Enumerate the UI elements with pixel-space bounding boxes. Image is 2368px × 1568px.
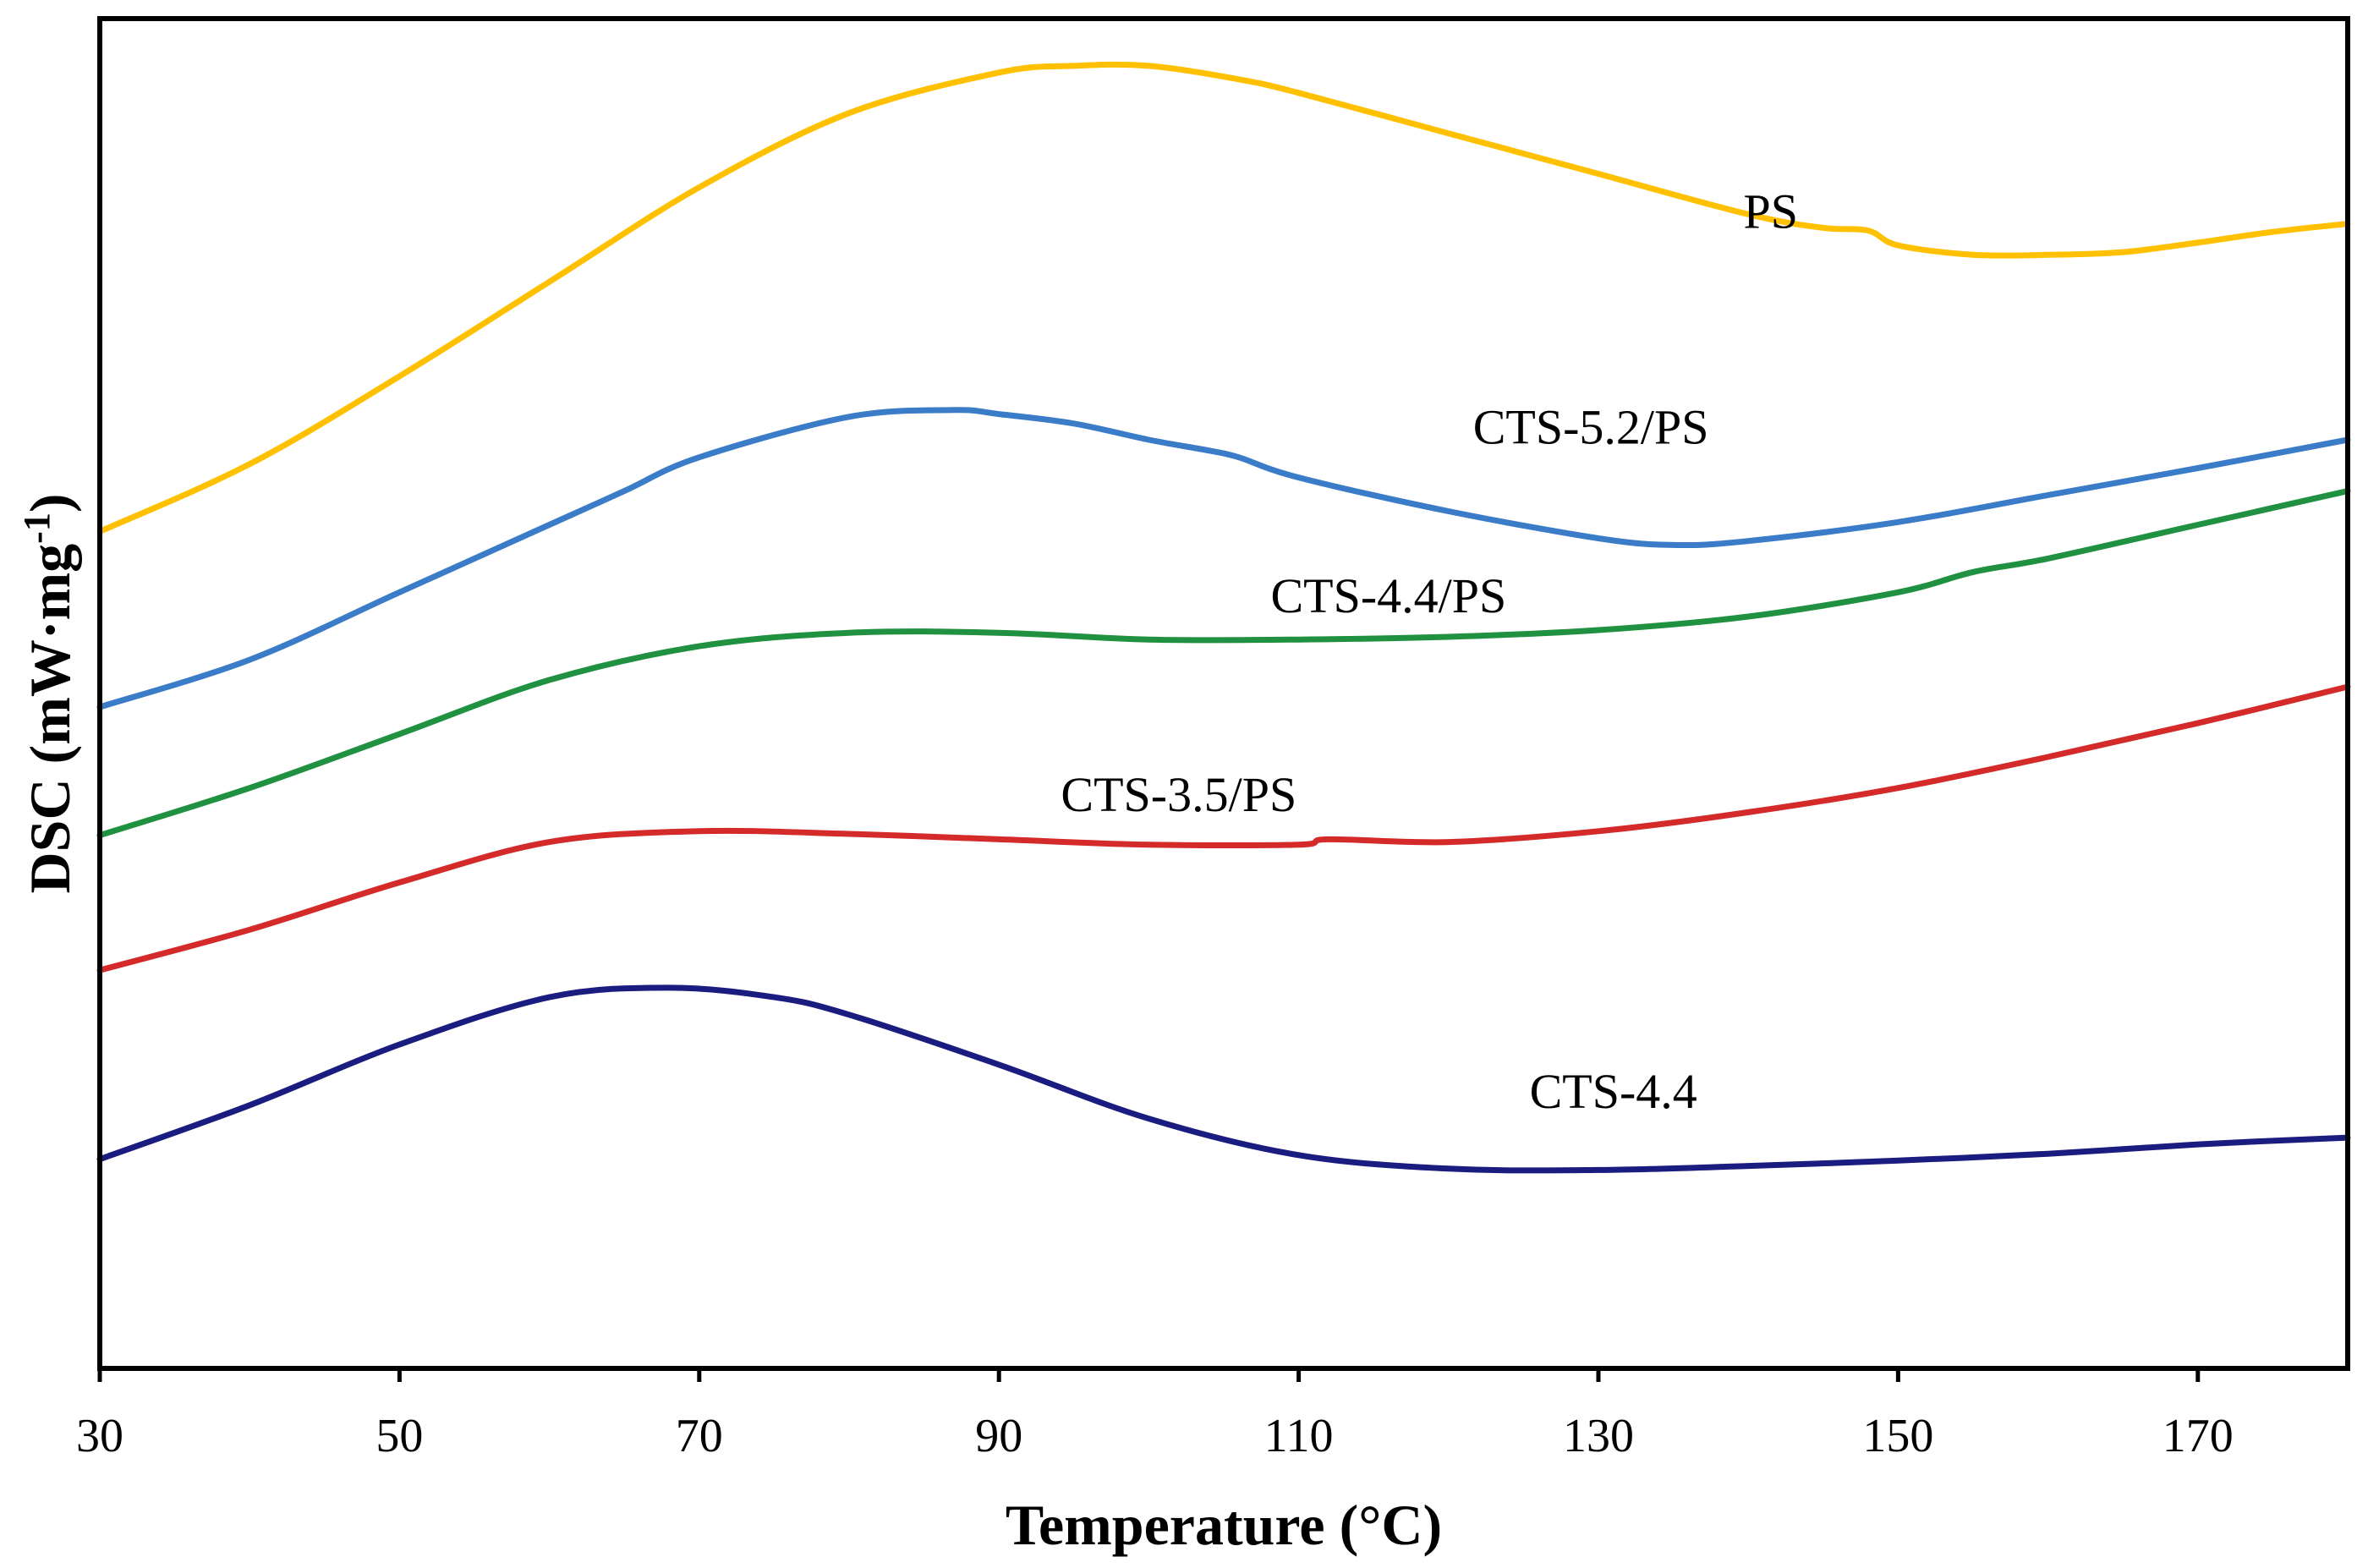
x-tick-label: 30 — [76, 1410, 123, 1462]
series-label-ps: PS — [1744, 184, 1799, 238]
x-tick-label: 50 — [375, 1410, 423, 1462]
series-label-cts-4-4-ps: CTS-4.4/PS — [1271, 568, 1507, 623]
series-line-cts-4-4-ps — [96, 488, 2351, 839]
series-line-ps — [96, 61, 2351, 535]
plot-area-frame — [97, 16, 2350, 1371]
y-axis-title-close: ) — [18, 494, 82, 513]
x-tick-label: 110 — [1264, 1410, 1334, 1462]
series-label-cts-3-5-ps: CTS-3.5/PS — [1061, 767, 1296, 822]
series-line-cts-5-2-ps — [96, 407, 2351, 710]
y-axis-title-superscript: -1 — [16, 513, 58, 544]
series-layer — [96, 61, 2351, 1174]
x-axis-title: Temperature (°C) — [1006, 1493, 1442, 1557]
x-tick-label: 70 — [676, 1410, 723, 1462]
x-tick-label: 130 — [1563, 1410, 1634, 1462]
x-axis-ticks: 30 50 70 90 110 130 150 170 — [76, 1368, 2234, 1462]
series-line-cts-3-5-ps — [96, 683, 2351, 973]
series-label-cts-5-2-ps: CTS-5.2/PS — [1473, 400, 1709, 455]
y-axis-title: DSC (mW·mg-1) — [16, 494, 82, 894]
x-tick-label: 90 — [975, 1410, 1022, 1462]
x-tick-label: 150 — [1862, 1410, 1933, 1462]
series-line-cts-4-4 — [96, 984, 2351, 1174]
x-tick-label: 170 — [2162, 1410, 2234, 1462]
series-label-cts-4-4: CTS-4.4 — [1530, 1064, 1697, 1119]
series-labels: PS CTS-5.2/PS CTS-4.4/PS CTS-3.5/PS CTS-4.4 — [1061, 184, 1798, 1119]
y-axis-title-main: DSC (mW·mg — [18, 544, 82, 894]
